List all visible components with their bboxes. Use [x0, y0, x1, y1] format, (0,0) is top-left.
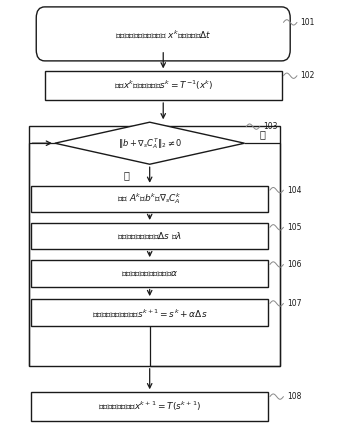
Text: $\|b + \nabla_s C_A^T\|_2 \neq 0$: $\|b + \nabla_s C_A^T\|_2 \neq 0$	[118, 136, 182, 151]
Text: 根据$x^k$计算紧凑表达$s^k = T^{-1}(x^k)$: 根据$x^k$计算紧凑表达$s^k = T^{-1}(x^k)$	[114, 79, 213, 92]
Text: 105: 105	[287, 223, 301, 232]
Polygon shape	[55, 122, 244, 164]
Text: 108: 108	[287, 392, 301, 401]
Text: 计算下一帧的状态$x^{k+1} = T(s^{k+1})$: 计算下一帧的状态$x^{k+1} = T(s^{k+1})$	[98, 400, 201, 413]
Text: 104: 104	[287, 186, 301, 194]
Text: 使用线搜索方法计算步长$\alpha$: 使用线搜索方法计算步长$\alpha$	[121, 269, 178, 278]
Text: 107: 107	[287, 299, 301, 308]
Bar	[31, 392, 268, 421]
Text: 计算下一帧的紧凑表达$s^{k+1} = s^k + \alpha\Delta s$: 计算下一帧的紧凑表达$s^{k+1} = s^k + \alpha\Delta …	[92, 307, 207, 319]
Text: 102: 102	[300, 71, 315, 80]
Bar	[31, 186, 268, 212]
Text: 否: 否	[123, 170, 129, 180]
FancyBboxPatch shape	[36, 7, 290, 61]
Text: 开始：输入上一帧的状态 $x^k$和时间步长$\Delta t$: 开始：输入上一帧的状态 $x^k$和时间步长$\Delta t$	[115, 28, 211, 40]
Text: 106: 106	[287, 260, 301, 269]
Bar	[31, 299, 268, 326]
Text: 计算 $A^k$、$b^k$和$\nabla_s C_A^k$: 计算 $A^k$、$b^k$和$\nabla_s C_A^k$	[117, 191, 182, 206]
Bar	[31, 223, 268, 250]
Text: 101: 101	[300, 18, 315, 27]
Text: 103: 103	[263, 122, 278, 131]
Bar	[30, 126, 280, 366]
Text: 根据活跃集算法求解$\Delta s$ 和$\lambda$: 根据活跃集算法求解$\Delta s$ 和$\lambda$	[117, 231, 182, 242]
Bar	[45, 71, 282, 100]
Bar	[31, 260, 268, 287]
Text: 是: 是	[259, 129, 265, 139]
